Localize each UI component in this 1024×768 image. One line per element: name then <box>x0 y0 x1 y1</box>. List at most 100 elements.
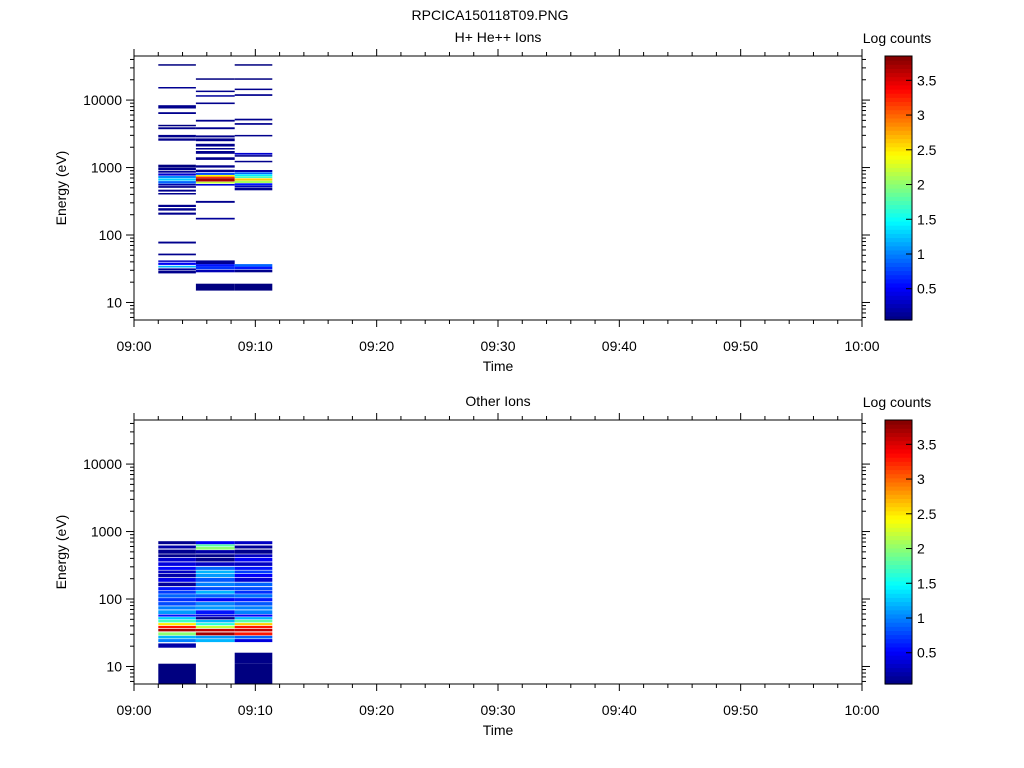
heatmap-cell <box>195 269 235 273</box>
colorbar-segment <box>885 249 912 255</box>
heatmap-cell <box>234 632 273 636</box>
colorbar-segment <box>885 196 912 201</box>
colorbar-segment <box>885 494 912 499</box>
heatmap-cell <box>158 623 196 626</box>
heatmap-cell <box>234 264 273 267</box>
heatmap-cell <box>234 187 273 191</box>
heatmap-cell <box>195 635 235 639</box>
colorbar-segment <box>885 291 912 296</box>
heatmap-cell <box>234 570 273 574</box>
heatmap-cell <box>195 639 235 643</box>
heatmap-cell <box>158 176 196 178</box>
colorbar-segment <box>885 510 912 516</box>
heatmap-cell <box>195 594 235 598</box>
colorbar-segment <box>885 626 912 631</box>
colorbar-segment <box>885 241 912 247</box>
colorbar-segment <box>885 642 912 648</box>
heatmap-cell <box>234 598 273 602</box>
heatmap-cell <box>234 123 273 125</box>
heatmap-cell <box>158 178 196 181</box>
heatmap-cell <box>234 178 273 181</box>
colorbar-segment <box>885 80 912 86</box>
heatmap-cell <box>195 574 235 578</box>
y-tick-label: 1000 <box>91 524 122 540</box>
colorbar-segment <box>885 287 912 292</box>
heatmap-cell <box>234 566 273 570</box>
colorbar-label: Log counts <box>863 30 932 46</box>
heatmap-cell <box>158 105 196 109</box>
colorbar-segment <box>885 576 912 582</box>
colorbar-segment <box>885 126 912 131</box>
y-tick-label: 100 <box>99 227 123 243</box>
colorbar-tick-label: 2 <box>917 541 925 557</box>
colorbar-segment <box>885 519 912 524</box>
colorbar-segment <box>885 56 912 61</box>
colorbar-segment <box>885 68 912 74</box>
colorbar-segment <box>885 122 912 127</box>
colorbar-segment <box>885 171 912 177</box>
x-tick-label: 09:20 <box>359 702 394 718</box>
colorbar-segment <box>885 138 912 144</box>
colorbar-segment <box>885 282 912 288</box>
colorbar-segment <box>885 469 912 475</box>
heatmap-cell <box>195 169 235 172</box>
heatmap-cell <box>195 562 235 566</box>
heatmap-cell <box>158 617 196 620</box>
heatmap-cell <box>195 102 235 105</box>
x-tick-label: 09:00 <box>116 702 151 718</box>
heatmap-cell <box>158 189 196 192</box>
y-axis-label: Energy (eV) <box>53 515 69 590</box>
colorbar-segment <box>885 572 912 578</box>
heatmap-cell <box>158 587 196 591</box>
colorbar-segment <box>885 671 912 677</box>
heatmap-cell <box>234 134 273 137</box>
heatmap-cell <box>234 266 273 270</box>
colorbar-segment <box>885 245 912 251</box>
colorbar-tick-label: 1.5 <box>917 575 937 591</box>
heatmap-cell <box>158 598 196 602</box>
colorbar-segment <box>885 142 912 148</box>
heatmap-cell <box>158 204 196 207</box>
x-tick-label: 09:50 <box>723 702 758 718</box>
colorbar-segment <box>885 535 912 541</box>
heatmap-cell <box>195 143 235 147</box>
colorbar-segment <box>885 146 912 152</box>
heatmap-cell <box>158 673 196 684</box>
colorbar-segment <box>885 130 912 135</box>
colorbar-segment <box>885 622 912 627</box>
colorbar-segment <box>885 183 912 189</box>
colorbar-tick-label: 1 <box>917 610 925 626</box>
colorbar-segment <box>885 473 912 479</box>
heatmap-cell <box>195 178 235 182</box>
heatmap-cell <box>195 260 235 265</box>
heatmap-cell <box>234 180 273 183</box>
colorbar-segment <box>885 303 912 309</box>
heatmap-cell <box>195 184 235 186</box>
colorbar-segment <box>885 601 912 607</box>
heatmap-cell <box>158 625 196 629</box>
heatmap-cell <box>195 578 235 582</box>
heatmap-cell <box>195 78 235 80</box>
heatmap-cell <box>234 554 273 557</box>
colorbar-segment <box>885 675 912 681</box>
heatmap-cell <box>158 663 196 673</box>
heatmap-cell <box>195 138 235 142</box>
colorbar-tick-label: 3 <box>917 471 925 487</box>
heatmap-cell <box>158 557 196 562</box>
colorbar-segment <box>885 564 912 570</box>
y-tick-label: 1000 <box>91 160 122 176</box>
colorbar-segment <box>885 150 912 156</box>
colorbar-segment <box>885 618 912 623</box>
colorbar-segment <box>885 278 912 284</box>
heatmap-cell <box>195 614 235 617</box>
heatmap-cell <box>158 268 196 271</box>
colorbar-segment <box>885 436 912 442</box>
heatmap-cell <box>158 582 196 587</box>
heatmap-cell <box>234 118 273 121</box>
x-tick-label: 09:40 <box>602 338 637 354</box>
heatmap-cell <box>195 617 235 620</box>
x-axis-label: Time <box>483 358 514 374</box>
colorbar-segment <box>885 60 912 65</box>
heatmap-cell <box>195 119 235 122</box>
